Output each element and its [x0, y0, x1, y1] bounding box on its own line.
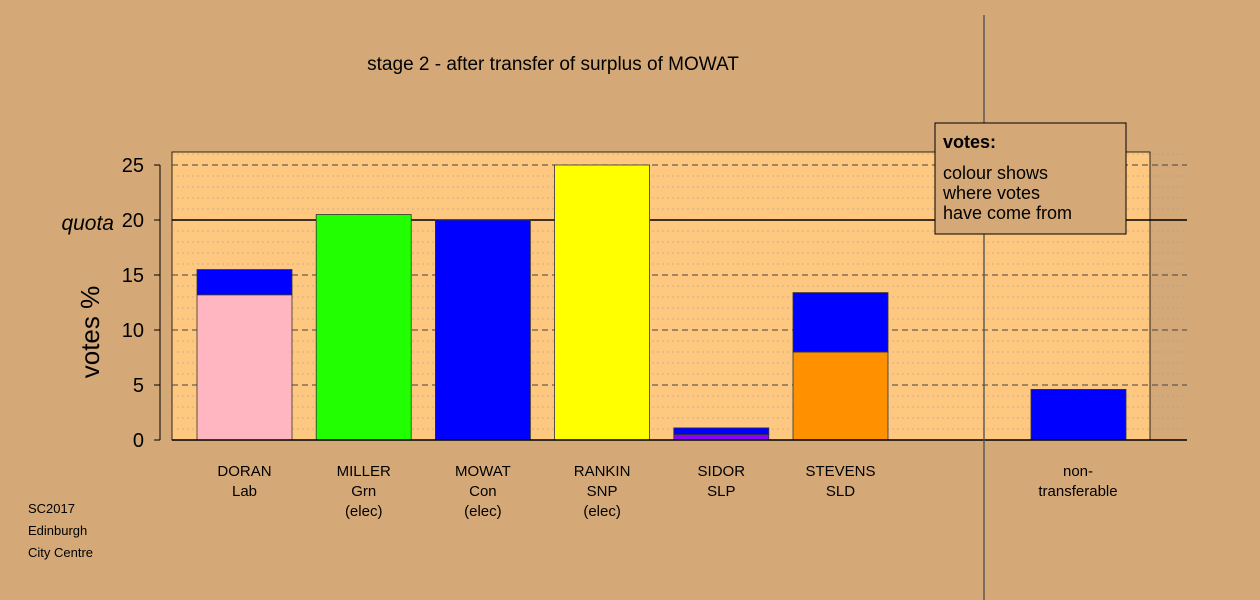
y-tick-label: 15 [122, 265, 144, 287]
legend-line-2: where votes [942, 183, 1040, 203]
x-label-party: SLP [707, 483, 735, 500]
y-tick-label: 0 [133, 430, 144, 452]
bar-segment [554, 164, 650, 441]
bar-segment [315, 214, 412, 441]
legend-title: votes: [943, 132, 996, 152]
x-label-party: Grn [351, 483, 376, 500]
y-tick-label: 5 [133, 375, 144, 397]
credit-line-1: SC2017 [28, 501, 75, 516]
x-label-nontransferable-2: transferable [1038, 483, 1117, 500]
y-tick-label: 25 [122, 155, 144, 177]
x-label-name: STEVENS [805, 463, 875, 480]
credit-line-3: City Centre [28, 545, 94, 560]
x-label-status: (elec) [464, 503, 502, 520]
legend: votes: colour shows where votes have com… [934, 122, 1127, 235]
x-label-name: DORAN [217, 463, 271, 480]
x-labels: DORAN Lab MILLER Grn (elec) MOWAT Con (elec) RAN… [217, 463, 1117, 520]
bar-segment [673, 427, 770, 435]
x-label-status: (elec) [345, 503, 383, 520]
x-label-status: (elec) [583, 503, 621, 520]
bar-segment [792, 351, 889, 441]
legend-line-3: have come from [943, 203, 1072, 223]
x-label-name: MILLER [337, 463, 391, 480]
legend-line-1: colour shows [943, 163, 1048, 183]
y-tick-label: 20 [122, 210, 144, 232]
y-axis-label: votes % [75, 286, 105, 379]
x-label-party: SNP [587, 483, 618, 500]
chart-title: stage 2 - after transfer of surplus of M… [367, 54, 739, 75]
x-label-nontransferable-1: non- [1063, 463, 1093, 480]
bars [196, 164, 1127, 441]
x-label-name: SIDOR [698, 463, 746, 480]
x-label-party: Con [469, 483, 497, 500]
legend-box [934, 122, 1127, 235]
x-label-party: Lab [232, 483, 257, 500]
bar-segment [792, 292, 889, 353]
nontransferable-bar-segment [1030, 388, 1127, 441]
y-tick-label: 10 [122, 320, 144, 342]
credit-line-2: Edinburgh [28, 523, 88, 538]
bar-segment [673, 434, 770, 441]
quota-label: quota [61, 212, 114, 235]
x-label-name: RANKIN [574, 463, 631, 480]
bar-segment [434, 219, 531, 441]
x-label-party: SLD [826, 483, 855, 500]
bar-segment [196, 269, 293, 296]
y-ticks: 0 5 10 15 20 25 [122, 155, 160, 452]
x-label-name: MOWAT [455, 463, 511, 480]
bar-segment [196, 294, 293, 441]
